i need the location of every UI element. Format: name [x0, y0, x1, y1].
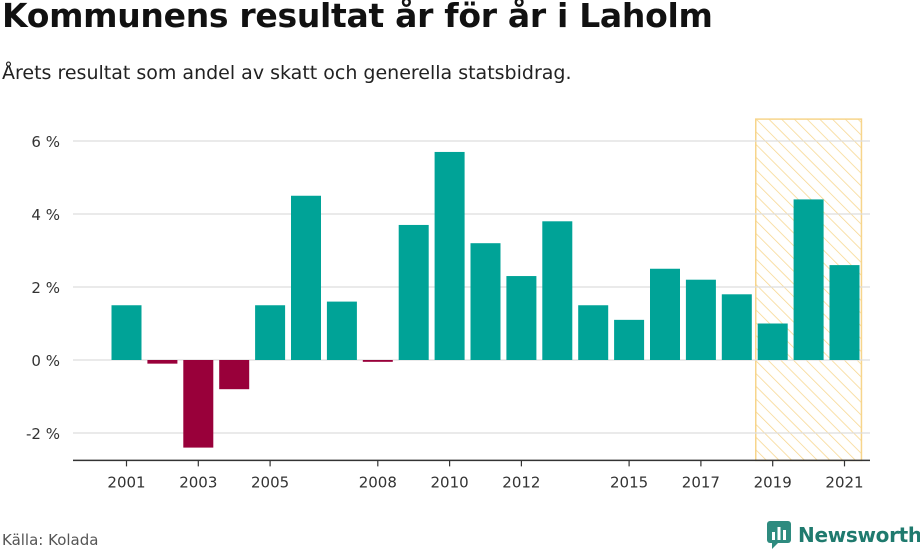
bar-2012 — [506, 276, 537, 360]
bar-2020 — [793, 199, 824, 360]
source-label: Källa: Kolada — [2, 531, 99, 549]
bar-2021 — [829, 265, 860, 360]
bar-2016 — [650, 268, 680, 360]
x-tick-label: 2015 — [610, 473, 648, 491]
x-tick-label: 2017 — [682, 473, 720, 491]
y-tick-label: 0 % — [31, 352, 60, 370]
bar-2010 — [434, 151, 465, 360]
bar-2009 — [398, 224, 429, 360]
bar-2015 — [614, 319, 645, 360]
bar-2003 — [183, 360, 214, 448]
bar-2001 — [111, 305, 142, 360]
bar-2005 — [255, 305, 286, 360]
chart-subtitle: Årets resultat som andel av skatt och ge… — [2, 62, 572, 84]
bar-2004 — [219, 360, 250, 390]
bar-2018 — [721, 294, 752, 360]
newsworthy-brand: Newsworthy — [766, 520, 920, 550]
x-tick-label: 2021 — [825, 473, 863, 491]
y-tick-label: -2 % — [26, 425, 60, 443]
bar-2007 — [326, 301, 357, 360]
x-tick-label: 2005 — [251, 473, 289, 491]
x-tick-label: 2003 — [179, 473, 217, 491]
y-tick-label: 2 % — [31, 279, 60, 297]
x-tick-label: 2008 — [359, 473, 397, 491]
x-tick-label: 2001 — [107, 473, 145, 491]
x-tick-label: 2012 — [502, 473, 540, 491]
bar-2019 — [757, 323, 788, 360]
bar-2008 — [362, 360, 393, 362]
bar-2002 — [147, 360, 178, 364]
x-tick-label: 2019 — [754, 473, 792, 491]
bar-2014 — [578, 305, 609, 360]
newsworthy-logo-icon — [767, 521, 791, 549]
chart-title: Kommunens resultat år för år i Laholm — [2, 0, 713, 35]
y-tick-label: 4 % — [31, 206, 60, 224]
bar-2006 — [291, 195, 321, 360]
bar-2017 — [685, 279, 716, 360]
y-tick-label: 6 % — [31, 133, 60, 151]
bar-2013 — [542, 221, 573, 360]
x-tick-label: 2010 — [431, 473, 469, 491]
bar-2011 — [470, 243, 501, 360]
brand-name: Newsworthy — [798, 523, 920, 547]
